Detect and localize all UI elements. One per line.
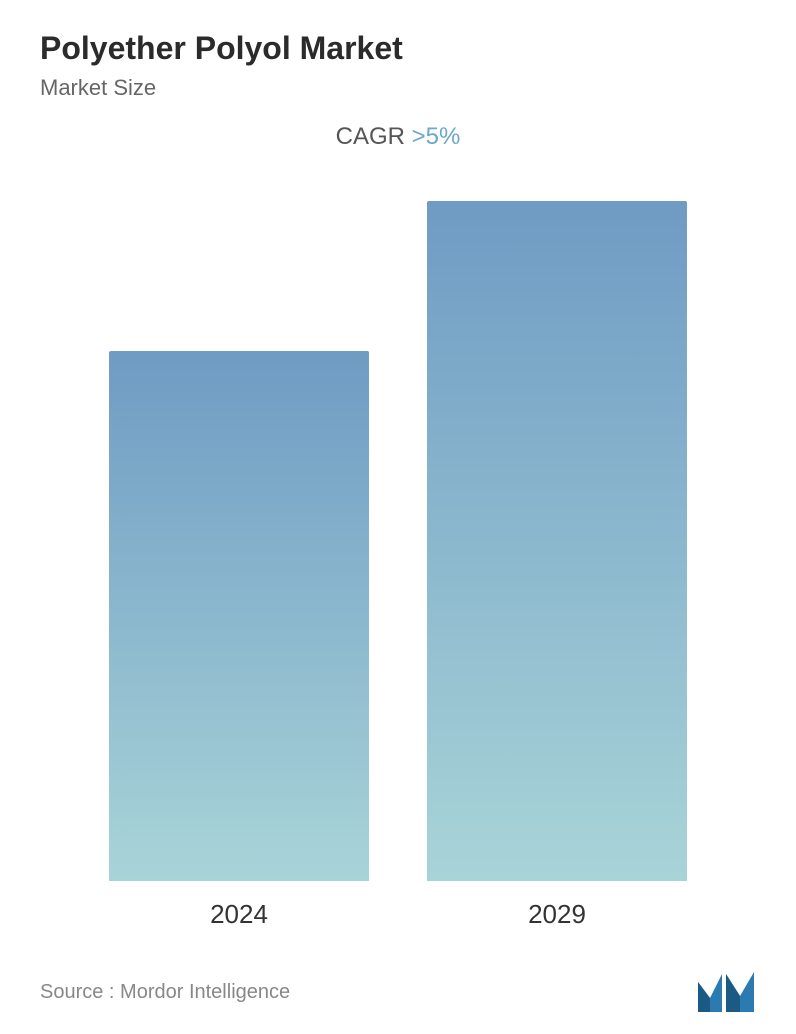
bar-label: 2024 [210,899,268,930]
bar [427,201,687,881]
page-subtitle: Market Size [40,75,756,101]
chart-container: Polyether Polyol Market Market Size CAGR… [0,0,796,1034]
bar [109,351,369,881]
chart-area: 2024 2029 [40,161,756,930]
cagr-value: >5% [412,123,461,150]
page-title: Polyether Polyol Market [40,30,756,67]
bar-label: 2029 [528,899,586,930]
cagr-label: CAGR [336,123,412,150]
source-text: Source : Mordor Intelligence [40,981,290,1004]
footer: Source : Mordor Intelligence [40,940,756,1014]
bar-wrapper: 2029 [427,201,687,930]
cagr-row: CAGR >5% [40,123,756,151]
bar-wrapper: 2024 [109,351,369,930]
brand-logo-icon [696,970,756,1014]
